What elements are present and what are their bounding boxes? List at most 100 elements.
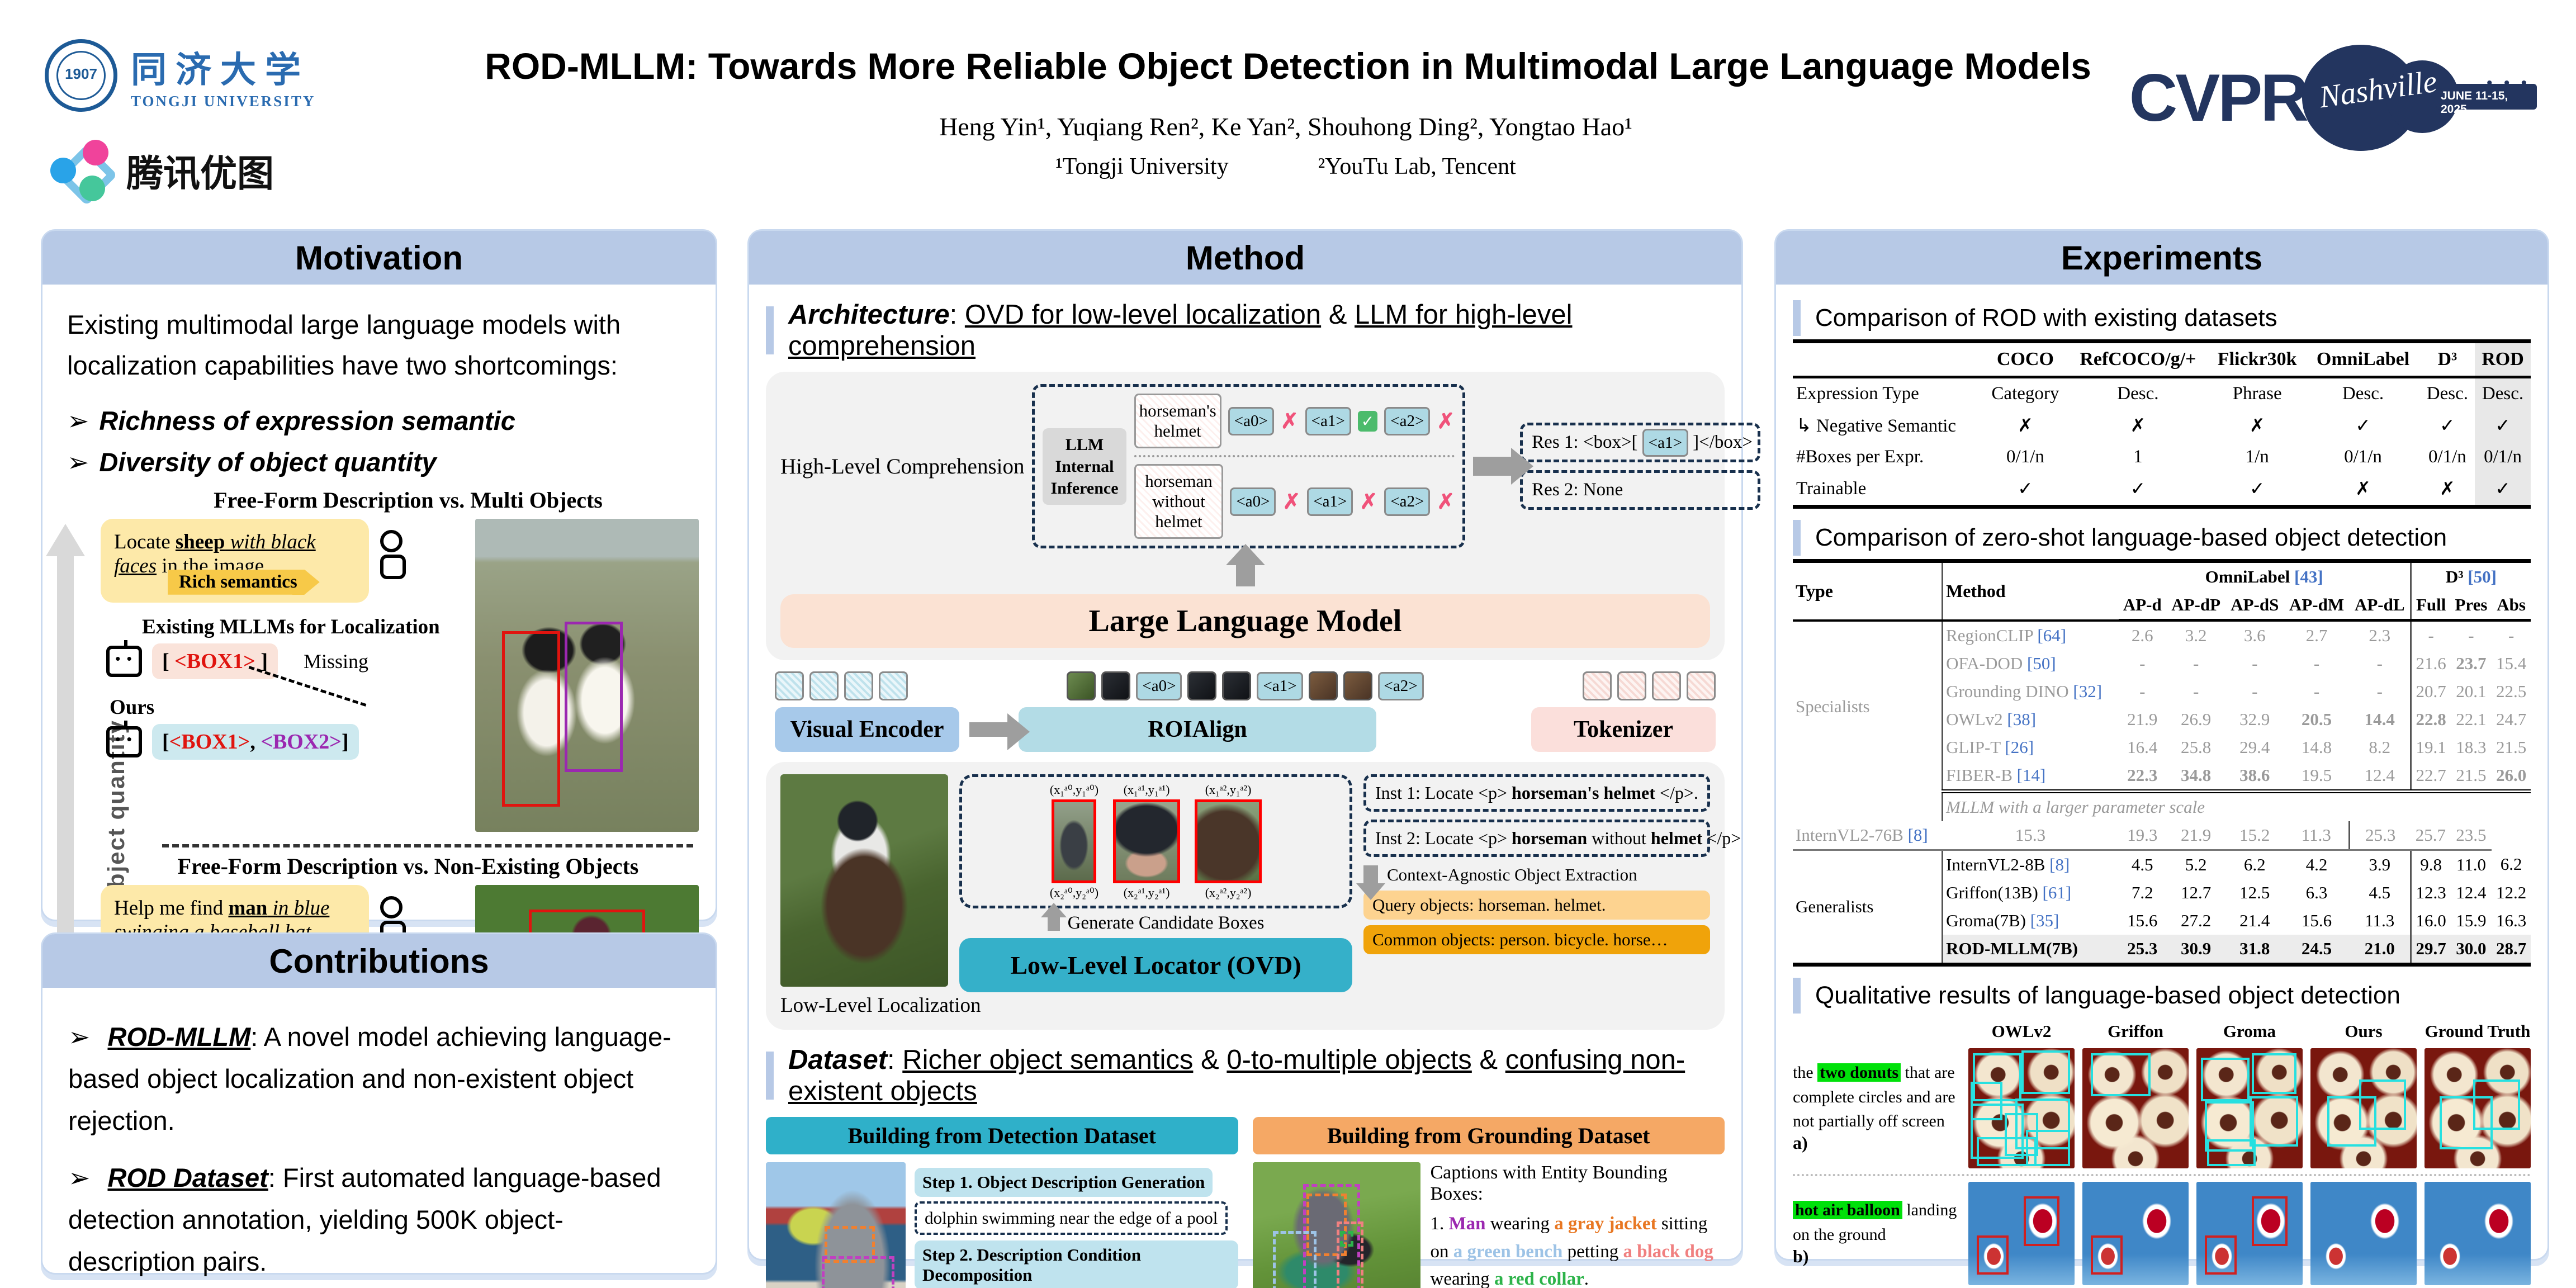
cross-icon: ✗ — [1360, 490, 1378, 514]
anchor-token-chip: <a0> — [1230, 487, 1276, 516]
candidate-crop: (x₁ᵃ⁰,y₁ᵃ⁰) (x₂ᵃ⁰,y₂ᵃ⁰) — [1049, 783, 1099, 899]
bounding-box — [2015, 1098, 2071, 1149]
bounding-box — [2004, 1113, 2039, 1157]
text-segment: . — [1584, 1269, 1589, 1288]
table-cell: 0/1/n — [2344, 447, 2382, 467]
text-segment: a green bench — [1453, 1241, 1563, 1262]
affiliation-2: ²YouTu Lab, Tencent — [1318, 154, 1516, 179]
person-icon — [380, 529, 406, 579]
bounding-box — [2021, 1050, 2071, 1094]
bounding-box — [825, 1226, 875, 1263]
text-segment: the — [1793, 1063, 1818, 1082]
crop-image — [1113, 799, 1181, 883]
roialign-box: ROIAlign — [1019, 707, 1376, 752]
cross-icon: ✗ — [1437, 490, 1455, 514]
anchor-token-chip: <a0> — [1136, 671, 1182, 700]
bounding-box — [2251, 1053, 2296, 1094]
contribution-lead: ROD-MLLM — [107, 1022, 251, 1052]
anchor-token-chip: <a1> — [1307, 487, 1353, 516]
bullet-arrow-icon: ➢ — [67, 405, 89, 435]
qual-result-image — [2082, 1048, 2189, 1168]
fig1-ours-label: Ours — [110, 695, 155, 719]
table-row: #Boxes per Expr. 0/1/n 1 1/n 0/1/n 0/1/n 0/1/n — [1793, 442, 2531, 472]
text-token — [1583, 671, 1612, 700]
experiments-heading: Experiments — [1776, 231, 2547, 285]
visual-token — [775, 671, 804, 700]
bounding-box — [822, 1256, 894, 1288]
bounding-box — [2473, 1079, 2520, 1130]
visual-encoder-box: Visual Encoder — [775, 707, 959, 752]
building-detection-header: Building from Detection Dataset — [766, 1117, 1238, 1154]
text-segment: Inst 1: Locate <p> — [1375, 783, 1512, 803]
motivation-heading: Motivation — [42, 231, 716, 285]
cvpr-guitar-icon: Nashville JUNE 11-15, 2025 • • • — [2302, 45, 2537, 151]
robot-icon — [106, 640, 142, 677]
fig1-title: Free-Form Description vs. Multi Objects — [214, 487, 603, 513]
exp-sec2-title: Comparison of zero-shot language-based o… — [1793, 520, 2531, 556]
qualitative-results-grid: OWLv2 Griffon Groma Ours Ground Truth the two… — [1793, 1018, 2531, 1288]
candidate-crops-box: (x₁ᵃ⁰,y₁ᵃ⁰) (x₂ᵃ⁰,y₂ᵃ⁰) (x₁ᵃ¹,y₁ᵃ¹) (x₂ᵃ¹,y… — [959, 774, 1352, 908]
table-row: FIBER-B [14] 22.3 34.8 38.6 19.5 12.4 22.7 21.5… — [1793, 761, 2531, 793]
cvpr-dates: JUNE 11-15, 2025 — [2441, 89, 2508, 116]
qual-result-image — [2082, 1182, 2189, 1285]
bounding-box — [2207, 1139, 2256, 1166]
fig1-photo-sheep — [475, 518, 699, 832]
table-row: OWLv2 [38] 21.9 26.9 32.9 20.5 14.4 22.8 22.1 24… — [1793, 705, 2531, 733]
fig1-prompt: Locate sheep with black faces in the ima… — [101, 518, 406, 603]
bounding-box — [502, 631, 560, 807]
table-header-cell: ROD — [2475, 341, 2531, 378]
contributions-list: ➢ ROD-MLLM: A novel model achieving lang… — [42, 988, 716, 1288]
table-cell: Trainable — [1796, 478, 1867, 499]
up-arrow-icon — [1225, 544, 1265, 586]
table-cell: ✓ — [2018, 479, 2033, 499]
table-row: Groma(7B) [35] 15.6 27.2 21.4 15.6 11.3 16.0 15… — [1793, 907, 2531, 935]
tokenizer-box: Tokenizer — [1531, 707, 1716, 752]
exp-sec3-title: Qualitative results of language-based ob… — [1793, 978, 2531, 1014]
contribution-item: ➢ ROD Dataset: First automated language-… — [68, 1157, 690, 1283]
common-objects-box: Common objects: person. bicycle. horse… — [1363, 925, 1710, 954]
tongji-name-cn: 同济大学 — [131, 50, 310, 90]
query-objects-box: Query objects: horseman. helmet. — [1363, 891, 1710, 920]
bounding-box — [2091, 1235, 2123, 1275]
bullet-arrow-icon: ➢ — [67, 447, 89, 477]
bounding-box — [1972, 1053, 2021, 1101]
table-cell: ✓ — [2249, 479, 2265, 499]
method-panel: Method Architecture: OVD for low-level l… — [747, 229, 1761, 1288]
bounding-box — [2023, 1196, 2060, 1246]
qual-column-header: Groma — [2223, 1021, 2276, 1041]
qual-column-header: OWLv2 — [1991, 1021, 2052, 1041]
table-row: Trainable ✓ ✓ ✓ ✗ ✗ ✓ — [1793, 472, 2531, 507]
token-row: <a0> <a1> <a2> — [775, 671, 1716, 700]
text-segment: horseman — [1512, 828, 1588, 848]
cvpr-wordmark: CVPR — [2129, 60, 2309, 135]
motivation-bullet-2: Diversity of object quantity — [99, 447, 437, 477]
text-segment: Man — [1448, 1214, 1486, 1234]
result-1: Res 1: <box>[ <a1> ]</box> — [1520, 423, 1761, 462]
text-segment: horseman's — [1512, 783, 1599, 803]
youtu-logo: 腾讯优图 — [50, 140, 274, 201]
bounding-box — [1306, 1194, 1347, 1256]
bounding-box — [2327, 1096, 2376, 1147]
bounding-box — [2091, 1053, 2151, 1096]
grounding-caption: 1. Man wearing a gray jacket sitting on … — [1431, 1210, 1725, 1288]
text-segment: helmet — [1603, 783, 1655, 803]
table-header-cell: OmniLabel — [2306, 341, 2420, 378]
region-token — [1101, 671, 1131, 700]
fig1-existing-label: Existing MLLMs for Localization — [142, 615, 440, 638]
text-segment: helmet — [1650, 828, 1703, 848]
divider — [1134, 455, 1455, 457]
text-segment: sitting on — [1430, 1214, 1708, 1262]
rich-semantics-arrow: Rich semantics — [168, 569, 320, 595]
guitar-tuner-dots: • • • — [2487, 74, 2531, 92]
table-cell: ✓ — [2440, 416, 2455, 436]
text-segment: petting — [1562, 1241, 1623, 1262]
bounding-box — [565, 622, 623, 773]
input-photo-horseman — [780, 774, 948, 987]
row-separator — [1793, 1174, 2531, 1176]
table-cell: 1/n — [2245, 447, 2269, 467]
crop-image — [1052, 799, 1097, 883]
qual-row-label: the two donuts that are complete circles… — [1793, 1060, 1961, 1156]
table-cell: 0/1/n — [2006, 447, 2044, 467]
table-header-cell: RefCOCO/g/+ — [2067, 341, 2209, 378]
